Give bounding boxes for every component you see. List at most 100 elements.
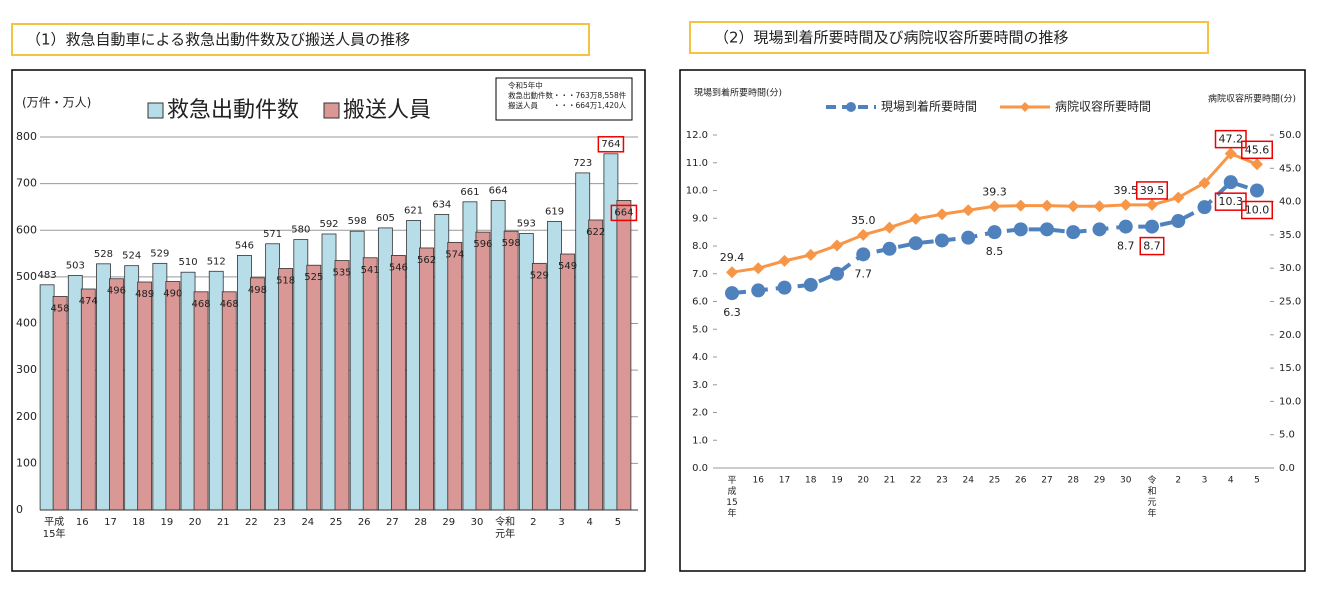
data-label: 592	[319, 219, 338, 230]
y-tick-label: 12.0	[686, 130, 708, 141]
bar	[109, 278, 124, 511]
y-tick-label: 700	[16, 177, 37, 190]
bar	[475, 231, 491, 511]
marker	[1146, 198, 1158, 211]
marker	[935, 233, 949, 248]
bar	[278, 268, 294, 511]
annotation: 令和5年中	[508, 80, 543, 90]
x-tick-label: 17	[779, 476, 790, 486]
marker	[883, 221, 896, 234]
marker	[725, 286, 739, 301]
x-tick-label: 30	[471, 517, 484, 528]
data-label: 598	[348, 216, 367, 227]
data-label: 39.3	[982, 185, 1007, 198]
data-label: 47.2	[1219, 133, 1244, 146]
marker	[857, 228, 870, 241]
y2-tick-label: 40.0	[1279, 197, 1301, 208]
legend-label: 病院収容所要時間	[1055, 99, 1151, 114]
data-label: 6.3	[723, 306, 741, 319]
marker	[1251, 158, 1263, 171]
legend-marker	[1020, 102, 1030, 112]
title-box	[689, 21, 1209, 54]
highlight-box	[1241, 200, 1273, 220]
marker	[936, 208, 948, 221]
data-label: 596	[473, 239, 492, 250]
bar	[531, 262, 547, 511]
x-tick-label: 29	[1094, 476, 1106, 486]
x-tick-label: 21	[217, 517, 230, 528]
x-tick-label: 27	[386, 517, 399, 528]
x-tick-label: 3	[1202, 476, 1208, 486]
marker	[987, 225, 1002, 240]
y-tick-label: 11.0	[686, 158, 708, 169]
marker	[1041, 199, 1053, 212]
marker	[1223, 175, 1238, 190]
marker	[1172, 191, 1185, 204]
data-label: 593	[517, 219, 536, 230]
x-tick-label: 23	[936, 476, 947, 486]
x-tick-label: 29	[442, 517, 455, 528]
y2-tick-label: 5.0	[1279, 430, 1295, 441]
y-tick-label: 0.0	[692, 463, 708, 474]
x-tick-label: 22	[245, 517, 258, 528]
x-tick-label: 18	[132, 517, 145, 528]
x-tick-label: 17	[104, 517, 117, 528]
bar	[193, 291, 209, 511]
marker	[777, 280, 792, 295]
legend-label: 救急出動件数	[167, 98, 299, 123]
data-label: 524	[122, 251, 141, 262]
data-label: 529	[150, 248, 169, 259]
data-label: 503	[66, 260, 85, 271]
bar	[390, 255, 406, 511]
marker	[804, 248, 817, 261]
data-label: 35.0	[851, 214, 876, 227]
y-tick-label: 100	[16, 456, 37, 469]
data-label: 518	[276, 275, 295, 286]
x-tick-label: 16	[753, 476, 765, 486]
data-label: 29.4	[720, 251, 745, 264]
data-label: 528	[94, 249, 113, 260]
y2-tick-label: 0.0	[1279, 463, 1295, 474]
data-label: 549	[558, 261, 577, 272]
y-tick-label: 5.0	[692, 324, 708, 335]
data-label: 458	[51, 303, 70, 314]
y-tick-label: 2.0	[692, 408, 708, 419]
x-tick-label: 28	[1068, 476, 1080, 486]
bar	[503, 230, 519, 511]
legend-swatch	[323, 102, 340, 119]
x-tick-label: 28	[414, 517, 427, 528]
y-tick-label: 600	[16, 223, 37, 236]
x-tick-label: 23	[273, 517, 286, 528]
x-tick-label: 令和元年	[1147, 474, 1156, 519]
data-label: 7.7	[855, 267, 873, 280]
legend-marker	[846, 102, 856, 112]
marker	[961, 230, 976, 245]
data-label: 562	[417, 255, 436, 266]
x-tick-label: 21	[884, 476, 895, 486]
x-tick-label: 26	[1015, 476, 1027, 486]
data-label: 541	[361, 265, 380, 276]
marker	[1197, 200, 1212, 215]
bar	[362, 257, 378, 511]
marker	[1040, 222, 1054, 237]
marker	[751, 283, 766, 298]
data-label: 571	[263, 229, 282, 240]
x-tick-label: 20	[858, 476, 870, 486]
highlight-box	[1241, 140, 1273, 160]
data-label: 664	[614, 207, 633, 218]
y-tick-label: 400	[16, 317, 37, 330]
marker	[1198, 176, 1211, 189]
data-label: 510	[179, 257, 198, 268]
data-label: 468	[220, 299, 239, 310]
data-label: 598	[502, 238, 521, 249]
data-label: 10.0	[1245, 204, 1270, 217]
x-tick-label: 3	[558, 517, 564, 528]
bar	[96, 263, 111, 511]
data-label: 634	[432, 199, 451, 210]
highlight-box	[1136, 181, 1168, 200]
data-label: 525	[304, 272, 323, 283]
y2-axis-label: 病院収容所要時間(分)	[1208, 93, 1296, 105]
bar	[419, 247, 434, 511]
annotation: 搬送人員 ・・・664万1,420人	[508, 100, 627, 110]
